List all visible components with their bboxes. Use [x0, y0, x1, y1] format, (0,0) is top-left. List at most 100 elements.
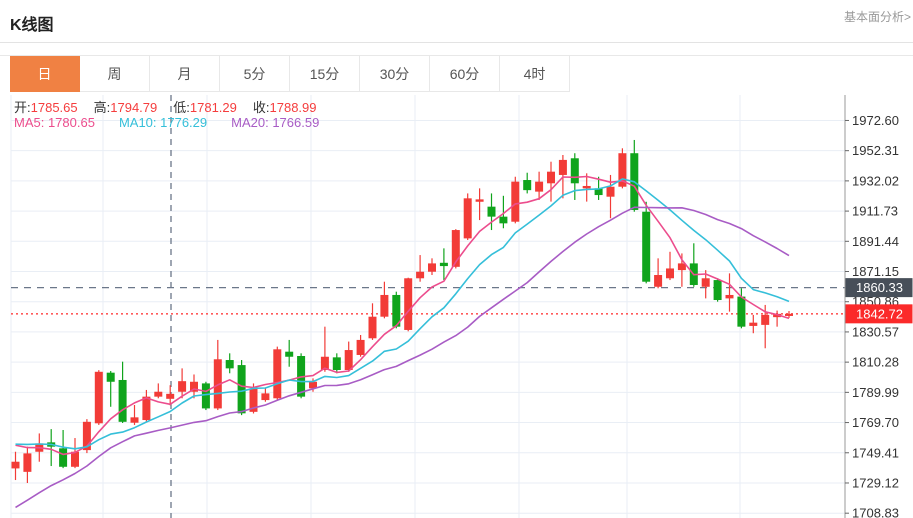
widget-header: K线图 基本面分析>	[0, 0, 913, 43]
tab-month[interactable]: 月	[150, 56, 220, 92]
y-axis-label: 1830.57	[852, 324, 899, 339]
y-axis: 1972.60 1952.31 1932.02 1911.73 1891.44 1871.…	[844, 95, 899, 518]
candle[interactable]	[463, 198, 472, 239]
candle[interactable]	[499, 216, 508, 224]
candle[interactable]	[356, 339, 365, 355]
candle[interactable]	[249, 388, 258, 412]
candle[interactable]	[71, 451, 79, 467]
candle[interactable]	[773, 313, 782, 318]
candle[interactable]	[404, 278, 413, 330]
y-axis-label: 1729.12	[852, 475, 899, 490]
y-axis-label: 1769.70	[852, 415, 899, 430]
candle[interactable]	[82, 421, 91, 451]
candle[interactable]	[344, 350, 353, 371]
ma-info-item: MA10: 1776.29	[118, 115, 208, 130]
ma5-line	[15, 175, 790, 456]
grid	[10, 95, 845, 518]
candle[interactable]	[273, 349, 282, 399]
candle[interactable]	[725, 294, 734, 299]
candle[interactable]	[713, 280, 722, 301]
candle[interactable]	[142, 396, 151, 421]
candle[interactable]	[594, 188, 603, 196]
interval-tabs: 日周月 5分 15分 30分 60分 4时	[0, 55, 913, 92]
ma10-line	[15, 178, 790, 450]
candle[interactable]	[190, 381, 198, 392]
tab-60min[interactable]: 60分	[430, 56, 500, 92]
candle[interactable]	[213, 359, 222, 409]
ma-info-item: MA5: 1780.65	[14, 115, 95, 130]
candle[interactable]	[487, 206, 496, 217]
ma-info-item: MA20: 1766.59	[231, 115, 320, 130]
candle[interactable]	[785, 313, 793, 316]
candle[interactable]	[654, 275, 663, 287]
candle[interactable]	[606, 186, 615, 197]
candle[interactable]	[570, 158, 579, 184]
candle[interactable]	[416, 271, 425, 279]
fundamental-analysis-link[interactable]: 基本面分析>	[843, 10, 911, 24]
candle[interactable]	[23, 453, 32, 472]
tab-5min[interactable]: 5分	[220, 56, 290, 92]
candle[interactable]	[130, 417, 139, 423]
y-axis-label: 1749.41	[852, 445, 899, 460]
candle[interactable]	[677, 263, 686, 271]
candle[interactable]	[332, 357, 341, 371]
y-axis-label: 1972.60	[852, 113, 899, 128]
candle[interactable]	[392, 294, 401, 327]
candle[interactable]	[154, 391, 163, 397]
ohlc-item: 开:1785.65	[14, 100, 78, 115]
tab-30min[interactable]: 30分	[360, 56, 430, 92]
candle[interactable]	[59, 448, 68, 467]
tab-15min[interactable]: 15分	[290, 56, 360, 92]
candles	[11, 139, 793, 484]
candle[interactable]	[368, 316, 377, 339]
y-axis-label: 1952.31	[852, 143, 899, 158]
candle[interactable]	[737, 296, 746, 327]
y-axis-label: 1871.15	[852, 264, 899, 279]
candle[interactable]	[666, 268, 674, 279]
candle[interactable]	[94, 371, 103, 424]
y-axis-label: 1932.02	[852, 173, 899, 188]
candle[interactable]	[106, 372, 115, 382]
candle[interactable]	[178, 381, 187, 392]
candle[interactable]	[511, 181, 520, 222]
candle[interactable]	[201, 383, 210, 409]
candle[interactable]	[225, 360, 234, 369]
last-price-badge	[845, 304, 913, 324]
candle[interactable]	[642, 211, 651, 282]
tab-4hour[interactable]: 4时	[500, 56, 570, 92]
crosshair-price-badge-label: 1860.33	[856, 280, 903, 295]
candle[interactable]	[547, 171, 555, 184]
candle[interactable]	[451, 230, 460, 267]
y-axis-label: 1810.28	[852, 355, 899, 370]
y-axis-label: 1708.83	[852, 506, 899, 518]
candle[interactable]	[439, 262, 448, 267]
candle[interactable]	[582, 185, 591, 189]
candle[interactable]	[261, 393, 270, 401]
candle[interactable]	[535, 181, 544, 192]
candle[interactable]	[558, 159, 567, 175]
ma20-line	[15, 206, 790, 509]
page-title: K线图	[10, 17, 54, 34]
candle[interactable]	[380, 294, 389, 317]
candle[interactable]	[237, 365, 246, 414]
candle[interactable]	[166, 393, 175, 399]
candle[interactable]	[118, 379, 127, 422]
candle[interactable]	[749, 322, 758, 326]
candle[interactable]	[309, 381, 317, 389]
candle[interactable]	[11, 461, 20, 469]
tab-week[interactable]: 周	[80, 56, 150, 92]
candle[interactable]	[320, 356, 329, 371]
candle[interactable]	[475, 199, 484, 202]
candle[interactable]	[618, 153, 627, 187]
candle[interactable]	[761, 314, 770, 325]
crosshair	[11, 95, 845, 518]
candle[interactable]	[285, 351, 294, 357]
candle[interactable]	[701, 278, 710, 287]
candle[interactable]	[428, 263, 436, 272]
last-price-badge-label: 1842.72	[856, 306, 903, 321]
ma-info-row: MA5: 1780.65 MA10: 1776.29 MA20: 1766.59	[14, 115, 343, 130]
ohlc-item: 收:1788.99	[252, 100, 317, 115]
tab-day[interactable]: 日	[10, 56, 80, 92]
candle[interactable]	[523, 180, 532, 191]
